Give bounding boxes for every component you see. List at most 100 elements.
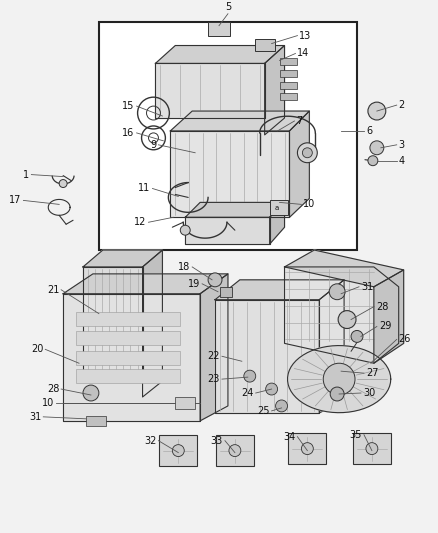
- Text: 4: 4: [399, 156, 405, 166]
- Circle shape: [59, 180, 67, 188]
- Text: 32: 32: [144, 435, 156, 446]
- Bar: [279, 59, 297, 66]
- Polygon shape: [374, 270, 404, 363]
- Text: 11: 11: [138, 183, 151, 193]
- Bar: [175, 397, 195, 409]
- Circle shape: [180, 225, 190, 235]
- Text: 10: 10: [304, 199, 316, 209]
- Text: 15: 15: [122, 101, 134, 111]
- Polygon shape: [142, 250, 162, 397]
- Text: 21: 21: [47, 285, 59, 295]
- Circle shape: [244, 370, 256, 382]
- Text: 34: 34: [283, 432, 296, 442]
- Bar: [279, 70, 297, 77]
- Text: 35: 35: [350, 430, 362, 440]
- Text: a: a: [275, 205, 279, 212]
- Polygon shape: [83, 250, 162, 267]
- Text: 14: 14: [297, 49, 310, 59]
- Bar: [76, 332, 180, 345]
- Circle shape: [302, 148, 312, 158]
- Text: 23: 23: [208, 374, 220, 384]
- Polygon shape: [215, 300, 319, 413]
- Circle shape: [370, 141, 384, 155]
- Circle shape: [266, 383, 278, 395]
- Text: 28: 28: [47, 384, 59, 394]
- Polygon shape: [270, 203, 285, 244]
- Bar: [270, 200, 287, 215]
- Polygon shape: [185, 203, 285, 217]
- Text: 3: 3: [399, 140, 405, 150]
- Text: 9: 9: [150, 140, 156, 150]
- Text: 12: 12: [134, 217, 147, 227]
- Text: 7: 7: [297, 116, 303, 126]
- Circle shape: [172, 445, 184, 457]
- Polygon shape: [63, 294, 200, 421]
- Circle shape: [368, 102, 386, 120]
- Circle shape: [351, 330, 363, 342]
- Polygon shape: [170, 111, 309, 131]
- Circle shape: [301, 442, 313, 455]
- Polygon shape: [200, 274, 228, 421]
- Polygon shape: [319, 280, 344, 413]
- Text: 1: 1: [23, 169, 29, 180]
- Circle shape: [323, 363, 355, 395]
- Bar: [76, 312, 180, 326]
- Bar: [216, 435, 254, 466]
- Text: 28: 28: [376, 302, 388, 312]
- Text: 2: 2: [399, 100, 405, 110]
- Circle shape: [208, 273, 222, 287]
- Polygon shape: [63, 274, 228, 294]
- Text: 29: 29: [379, 321, 391, 332]
- Polygon shape: [155, 45, 285, 63]
- Bar: [208, 22, 230, 36]
- Polygon shape: [155, 63, 265, 118]
- Circle shape: [366, 442, 378, 455]
- Bar: [279, 93, 297, 100]
- Circle shape: [229, 445, 241, 457]
- Polygon shape: [290, 111, 309, 217]
- Polygon shape: [215, 280, 344, 300]
- Text: 10: 10: [42, 398, 54, 408]
- Text: 22: 22: [208, 351, 220, 361]
- Circle shape: [83, 385, 99, 401]
- Text: 24: 24: [241, 388, 254, 398]
- Polygon shape: [265, 45, 285, 135]
- Polygon shape: [285, 267, 399, 363]
- Bar: [353, 433, 391, 464]
- Bar: [99, 22, 357, 250]
- Text: 27: 27: [366, 368, 378, 378]
- Bar: [86, 416, 106, 426]
- Text: 30: 30: [363, 388, 375, 398]
- Bar: [255, 38, 275, 52]
- Polygon shape: [185, 217, 270, 244]
- Text: 18: 18: [178, 262, 190, 272]
- Bar: [76, 369, 180, 383]
- Text: 17: 17: [9, 196, 21, 205]
- Text: 26: 26: [399, 334, 411, 344]
- Text: 13: 13: [300, 30, 312, 41]
- Circle shape: [329, 284, 345, 300]
- Text: 19: 19: [188, 279, 200, 289]
- Circle shape: [338, 311, 356, 328]
- Text: 33: 33: [211, 435, 223, 446]
- Polygon shape: [83, 267, 142, 381]
- Text: 5: 5: [225, 2, 231, 12]
- Bar: [76, 351, 180, 365]
- Bar: [159, 435, 197, 466]
- Text: 20: 20: [31, 344, 43, 354]
- Bar: [289, 433, 326, 464]
- Polygon shape: [288, 345, 391, 413]
- Circle shape: [330, 387, 344, 401]
- Text: 25: 25: [257, 406, 270, 416]
- Text: 16: 16: [122, 128, 134, 138]
- Polygon shape: [170, 131, 290, 217]
- Circle shape: [297, 143, 317, 163]
- Text: 6: 6: [366, 126, 372, 136]
- Bar: [220, 287, 232, 297]
- Text: 31: 31: [29, 412, 41, 422]
- Text: 31: 31: [361, 282, 373, 292]
- Circle shape: [276, 400, 287, 412]
- Bar: [279, 82, 297, 88]
- Polygon shape: [285, 250, 404, 287]
- Circle shape: [368, 156, 378, 166]
